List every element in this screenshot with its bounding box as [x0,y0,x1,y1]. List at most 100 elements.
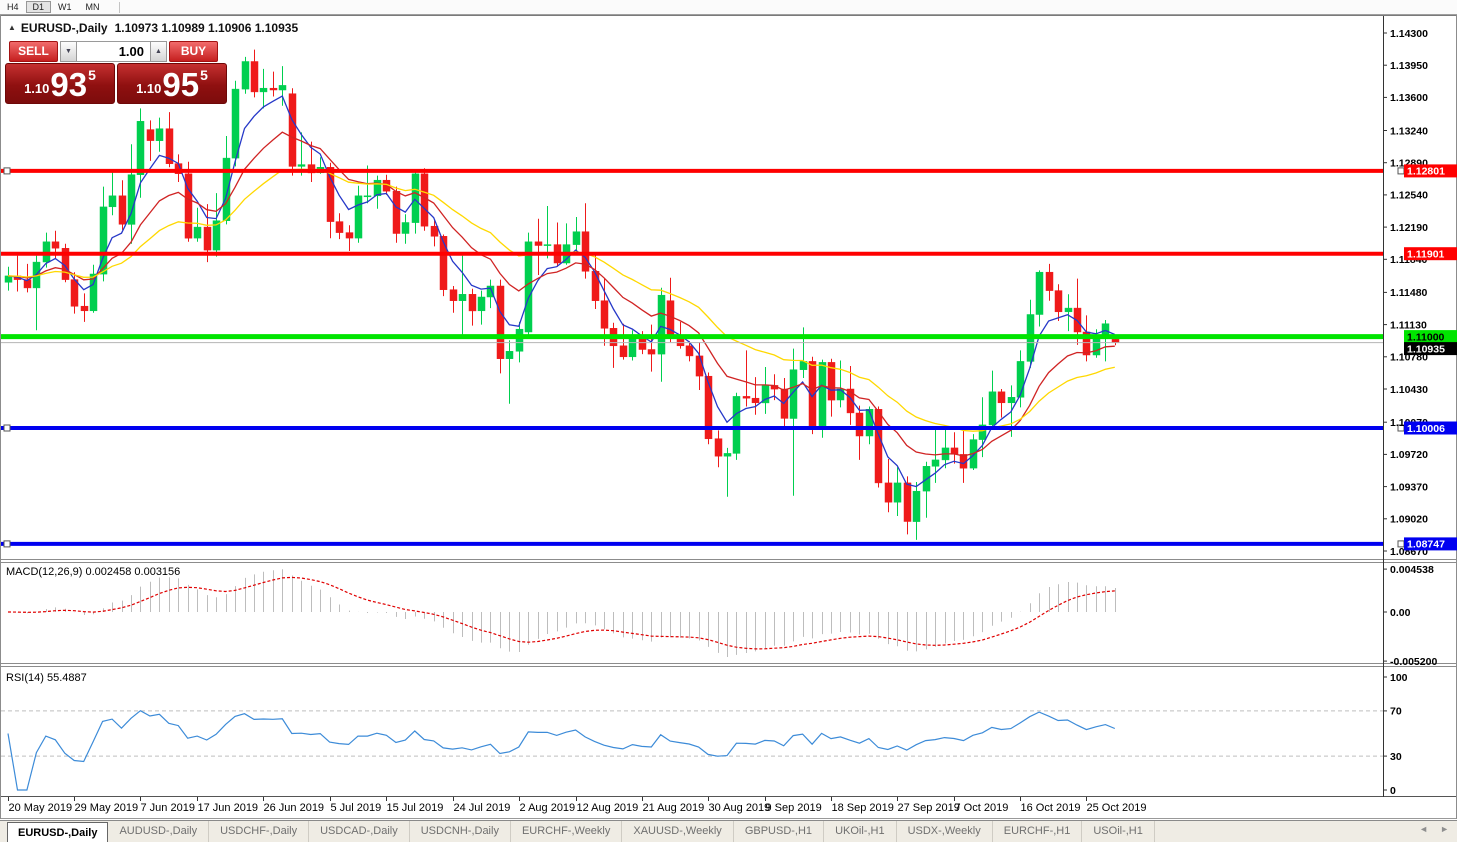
svg-text:1.11480: 1.11480 [1390,287,1428,299]
svg-text:29 May 2019: 29 May 2019 [75,802,139,814]
chart-tab-bar: EURUSD-,Daily AUDUSD-,Daily USDCHF-,Daily U… [0,820,1457,842]
down-arrow-icon: ▼ [65,48,72,55]
svg-text:1.09720: 1.09720 [1390,449,1428,461]
moving-average-5 [7,95,1116,488]
volume-stepper: ▼ ▲ [60,41,167,62]
price-tag-1.11901: 1.11901 [1404,247,1457,261]
chart-tab-usoil-h1[interactable]: USOil-,H1 [1082,821,1155,842]
rsi-pane: RSI(14) 55.4887 [1,672,1383,791]
timeframe-button-mn[interactable]: MN [85,1,100,12]
sell-price-big: 93 [50,66,88,103]
chart-tab-usdcad-daily[interactable]: USDCAD-,Daily [309,821,410,842]
price-tag-1.10006: 1.10006 [1404,421,1457,435]
buy-price-big: 95 [162,66,200,103]
chart-title: ▲ EURUSD-,Daily 1.10973 1.10989 1.10906 1.… [8,21,298,35]
line-drag-handle[interactable] [3,167,11,175]
up-arrow-icon: ▲ [155,48,162,55]
svg-text:30 Aug 2019: 30 Aug 2019 [709,802,771,814]
svg-text:18 Sep 2019: 18 Sep 2019 [832,802,894,814]
svg-text:30: 30 [1390,751,1402,763]
chart-tab-eurusd-daily[interactable]: EURUSD-,Daily [7,822,109,842]
chart-canvas[interactable]: MACD(12,26,9) 0.002458 0.003156 RSI(14) 5… [0,0,1457,820]
chart-symbol-label: EURUSD-,Daily [20,21,108,35]
sell-button[interactable]: SELL [9,41,58,62]
chart-tab-usdcnh-daily[interactable]: USDCNH-,Daily [410,821,511,842]
window-frame [0,15,1457,819]
chart-ohlc-values: 1.10973 1.10989 1.10906 1.10935 [114,21,299,35]
buy-button[interactable]: BUY [169,41,218,62]
price-axis[interactable]: 1.143001.139501.136001.132401.128901.125… [1383,28,1457,797]
buy-price-button[interactable]: 1.10 95 5 [117,63,227,104]
svg-text:1.09020: 1.09020 [1390,514,1428,526]
chart-tab-eurchf-h1[interactable]: EURCHF-,H1 [993,821,1083,842]
svg-text:2 Aug 2019: 2 Aug 2019 [520,802,576,814]
svg-text:1.12540: 1.12540 [1390,190,1428,202]
rsi-indicator-label: RSI(14) 55.4887 [6,672,87,684]
tab-scroll-arrows: ◄ ► [1407,824,1449,834]
svg-text:1.09370: 1.09370 [1390,481,1428,493]
svg-text:0.004538: 0.004538 [1390,564,1434,576]
toolbar-divider [118,1,120,13]
chart-tab-gbpusd-h1[interactable]: GBPUSD-,H1 [734,821,825,842]
svg-text:1.10935: 1.10935 [1407,343,1445,355]
svg-text:1.14300: 1.14300 [1390,28,1428,40]
tab-scroll-right-icon[interactable]: ► [1440,824,1449,834]
timeframe-button-d1[interactable]: D1 [25,1,52,13]
chart-tab-ukoil-h1[interactable]: UKOil-,H1 [824,821,897,842]
svg-text:17 Jun 2019: 17 Jun 2019 [198,802,259,814]
price-tag-1.12801: 1.12801 [1404,164,1457,178]
svg-text:1.10006: 1.10006 [1407,423,1445,435]
candlestick-series [4,49,1120,540]
timeframe-toolbar: H4 D1 W1 MN [0,0,1457,15]
svg-text:1.12801: 1.12801 [1407,166,1445,178]
volume-decrease-button[interactable]: ▼ [60,41,77,62]
svg-text:20 May 2019: 20 May 2019 [9,802,73,814]
svg-text:27 Sep 2019: 27 Sep 2019 [898,802,960,814]
price-tag-1.11000: 1.11000 [1404,330,1457,343]
svg-text:21 Aug 2019: 21 Aug 2019 [643,802,705,814]
svg-text:5 Jul 2019: 5 Jul 2019 [331,802,382,814]
chart-tab-usdchf-daily[interactable]: USDCHF-,Daily [209,821,310,842]
buy-price-prefix: 1.10 [136,81,162,96]
buy-price-pipette: 5 [200,67,208,83]
svg-text:1.12190: 1.12190 [1390,222,1428,234]
svg-text:25 Oct 2019: 25 Oct 2019 [1087,802,1147,814]
svg-text:70: 70 [1390,706,1402,718]
svg-text:7 Jun 2019: 7 Jun 2019 [141,802,195,814]
tab-scroll-left-icon[interactable]: ◄ [1419,824,1429,834]
sell-price-prefix: 1.10 [24,81,50,96]
svg-text:1.11000: 1.11000 [1407,331,1445,343]
svg-text:1.10430: 1.10430 [1390,384,1428,396]
svg-text:12 Aug 2019: 12 Aug 2019 [577,802,639,814]
chart-tab-audusd-daily[interactable]: AUDUSD-,Daily [108,821,210,842]
timeframe-button-h4[interactable]: H4 [7,1,19,12]
current-price-tag: 1.10935 [1404,342,1457,355]
svg-text:1.13950: 1.13950 [1390,60,1428,72]
chart-tab-usdx-weekly[interactable]: USDX-,Weekly [897,821,993,842]
svg-text:9 Sep 2019: 9 Sep 2019 [766,802,822,814]
moving-average-26 [7,168,1115,432]
svg-text:1.11130: 1.11130 [1390,319,1427,331]
svg-text:1.11901: 1.11901 [1407,249,1445,261]
svg-text:1.13600: 1.13600 [1390,92,1428,104]
date-axis[interactable]: 20 May 2019 29 May 2019 7 Jun 2019 17 Jun 2… [8,797,1147,814]
chart-tab-xauusd-weekly[interactable]: XAUUSD-,Weekly [622,821,734,842]
volume-increase-button[interactable]: ▲ [150,41,167,62]
line-drag-handle[interactable] [3,540,11,548]
collapse-panel-icon[interactable]: ▲ [8,23,16,32]
price-pane [1,49,1405,548]
macd-pane: MACD(12,26,9) 0.002458 0.003156 [6,566,1116,657]
svg-text:-0.005200: -0.005200 [1390,656,1437,668]
svg-text:0: 0 [1390,785,1396,797]
macd-indicator-label: MACD(12,26,9) 0.002458 0.003156 [6,566,180,578]
timeframe-button-w1[interactable]: W1 [58,1,72,12]
line-drag-handle[interactable] [3,424,11,432]
chart-tab-eurchf-weekly[interactable]: EURCHF-,Weekly [511,821,623,842]
svg-text:16 Oct 2019: 16 Oct 2019 [1021,802,1081,814]
one-click-trading-panel: SELL ▼ ▲ BUY 1.10 93 5 1.10 95 5 [5,41,228,104]
volume-input[interactable] [77,41,150,62]
svg-text:1.08747: 1.08747 [1407,539,1445,551]
sell-price-button[interactable]: 1.10 93 5 [5,63,115,104]
rsi-line [7,709,1116,791]
